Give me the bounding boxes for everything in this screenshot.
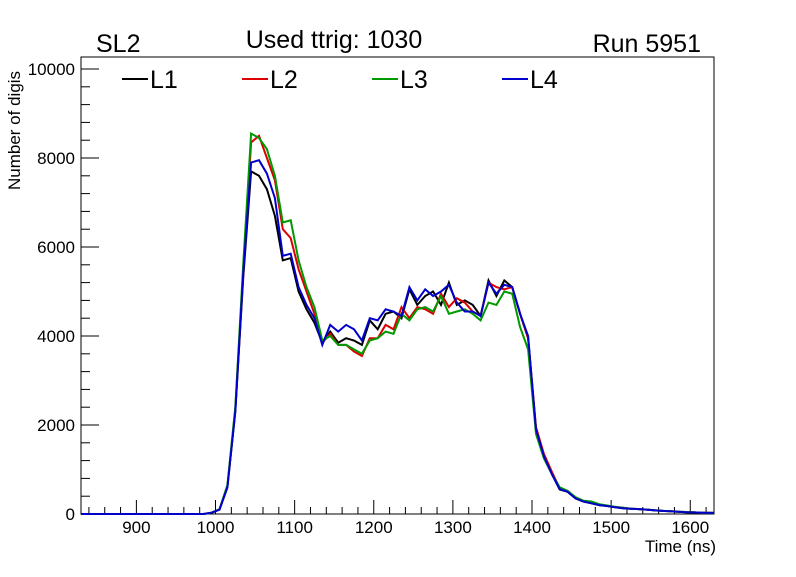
axis-ticks	[81, 68, 707, 515]
y-tick-label: 2000	[37, 416, 75, 435]
x-tick-label: 1500	[592, 518, 630, 537]
series-lines	[81, 131, 715, 515]
series-line-l4	[81, 159, 715, 515]
x-tick-labels: 900 1000 1100 1200 1300 1400 1500 1600	[122, 518, 709, 537]
title-center: Used ttrig: 1030	[246, 26, 423, 54]
legend-label-l4: L4	[530, 66, 558, 94]
y-tick-label: 4000	[37, 327, 75, 346]
y-axis-title: Number of digis	[5, 71, 24, 190]
title-left: SL2	[96, 30, 140, 58]
y-tick-label: 6000	[37, 238, 75, 257]
legend: L1 L2 L3 L4	[122, 66, 558, 94]
y-tick-label: 10000	[28, 60, 75, 79]
series-line-l1	[81, 169, 715, 515]
plot-frame	[80, 56, 715, 515]
x-tick-label: 1600	[671, 518, 709, 537]
legend-label-l2: L2	[270, 66, 298, 94]
x-axis-title: Time (ns)	[645, 537, 716, 556]
y-tick-label: 0	[66, 505, 75, 524]
title-right: Run 5951	[593, 30, 701, 58]
x-tick-label: 1400	[513, 518, 551, 537]
y-tick-labels: 0 2000 4000 6000 8000 10000	[28, 60, 75, 524]
x-tick-label: 900	[122, 518, 150, 537]
legend-label-l1: L1	[150, 66, 178, 94]
x-tick-label: 1100	[276, 518, 313, 537]
legend-label-l3: L3	[400, 66, 428, 94]
y-tick-label: 8000	[37, 149, 75, 168]
x-tick-label: 1000	[197, 518, 235, 537]
x-tick-label: 1300	[434, 518, 472, 537]
series-line-l3	[81, 131, 715, 515]
x-tick-label: 1200	[355, 518, 393, 537]
